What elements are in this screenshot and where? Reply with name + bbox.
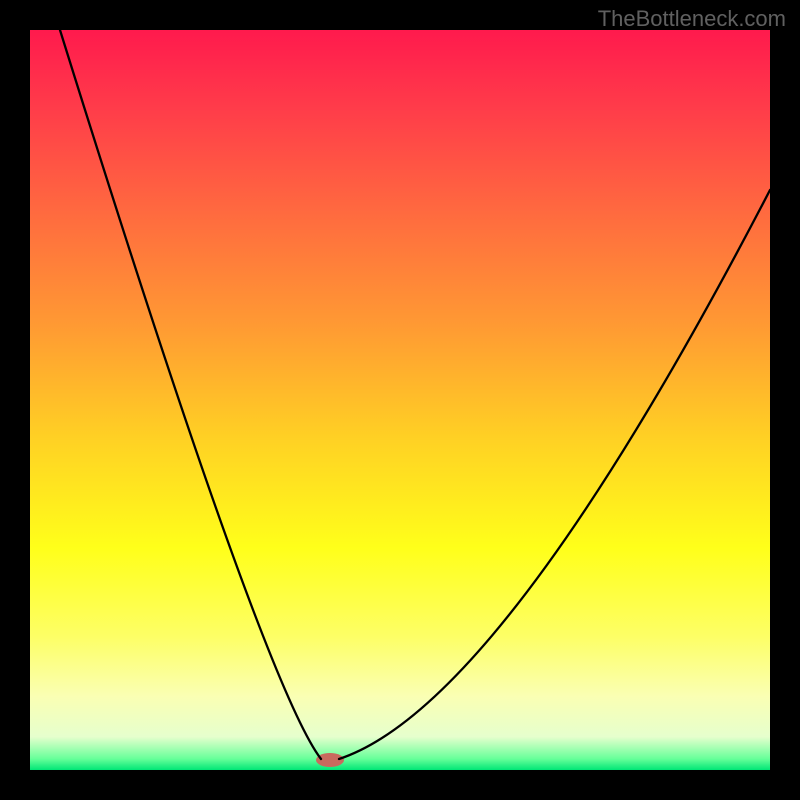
curve-left-branch xyxy=(60,30,321,759)
watermark-text: TheBottleneck.com xyxy=(598,6,786,32)
apex-marker xyxy=(316,753,344,767)
curve-right-branch xyxy=(339,190,770,759)
bottleneck-curve xyxy=(30,30,770,770)
chart-frame: TheBottleneck.com xyxy=(0,0,800,800)
plot-area xyxy=(30,30,770,770)
